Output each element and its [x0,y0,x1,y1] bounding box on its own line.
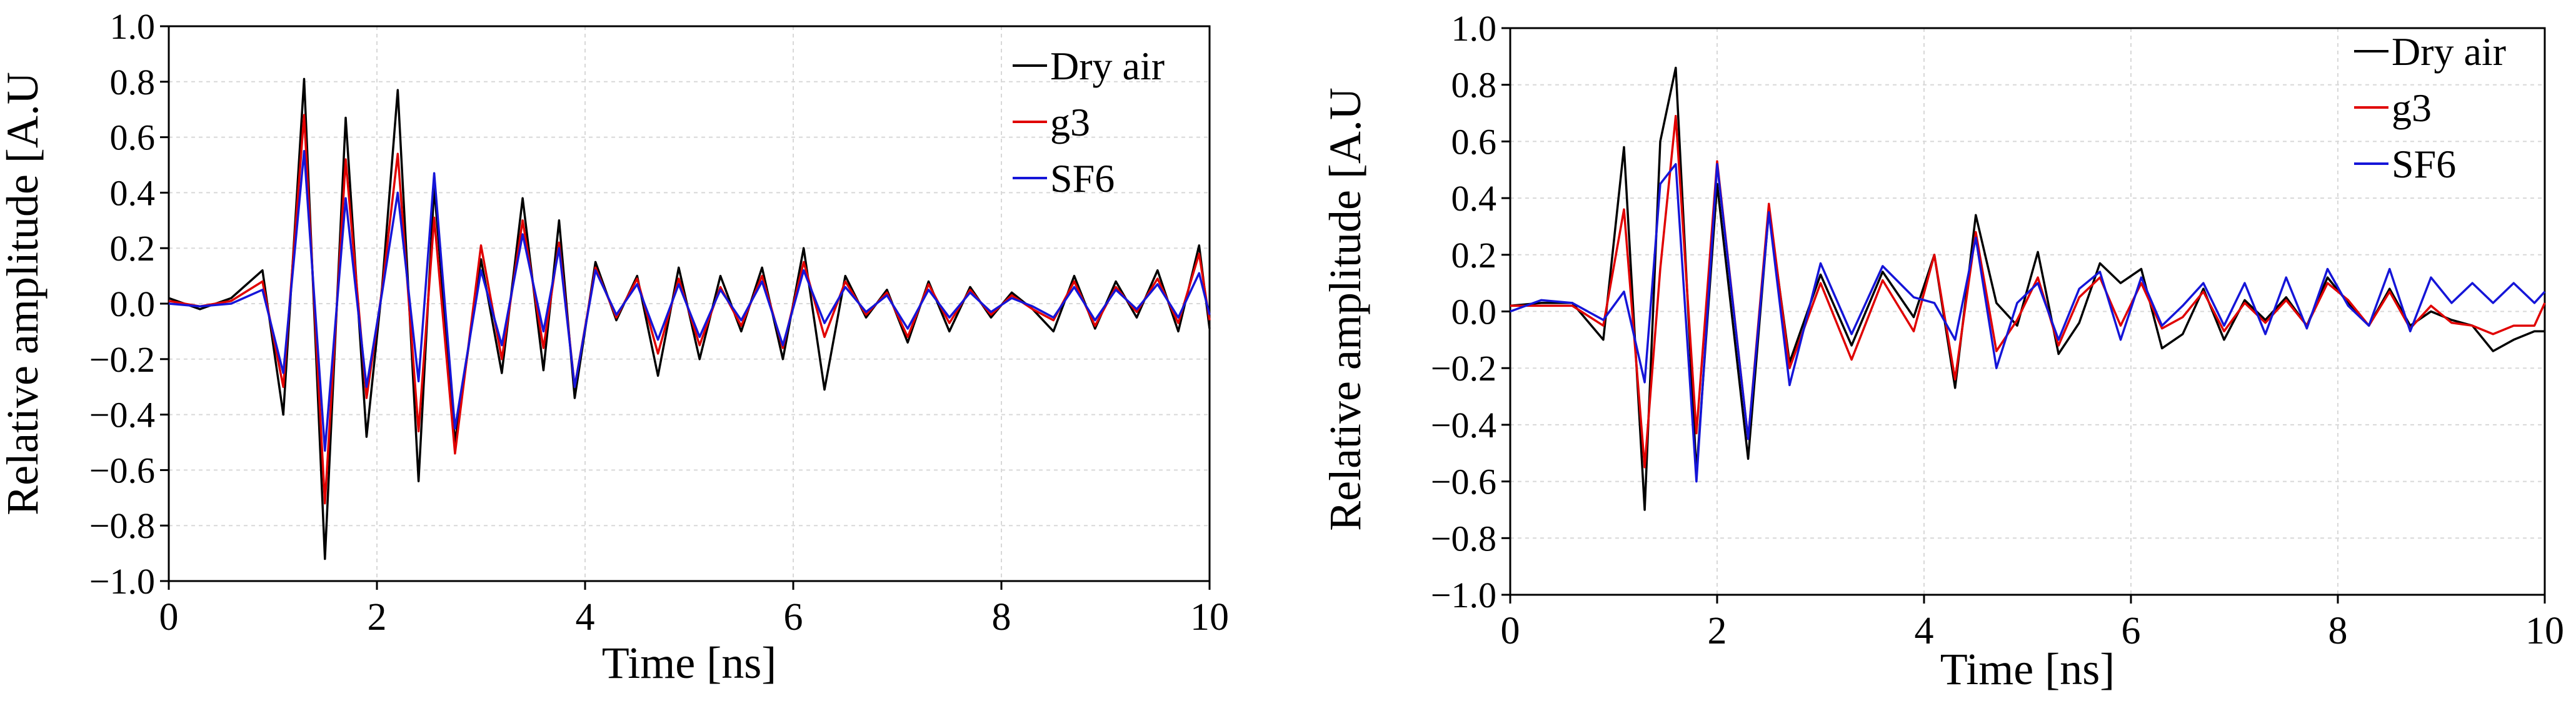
y-tick-label: 0.0 [110,284,156,324]
x-tick-label: 2 [1708,610,1727,652]
y-tick-label: 0.2 [1451,235,1497,276]
series-line-dry-air [168,77,1211,560]
x-tick-label: 4 [576,596,595,639]
x-tick-label: 0 [159,596,179,639]
y-tick-label: 0.8 [1451,65,1497,106]
x-tick-label: 8 [2328,610,2348,652]
y-tick-label: 0.4 [110,172,156,213]
legend-label: SF6 [2392,142,2456,186]
x-tick-label: 6 [2122,610,2141,652]
y-tick-label: 1.0 [1451,8,1497,49]
y-tick-label: −0.6 [89,450,155,490]
x-tick-label: 2 [368,596,387,639]
x-tick-label: 4 [1915,610,1934,652]
legend-label: g3 [2392,86,2432,130]
chart-panel-left: −1.0 −0.8 −0.6 −0.4 −0.2 0.0 0.2 0.4 0.6 0.8 1.0 0 2… [0,6,1229,688]
y-tick-label: −1.0 [89,561,155,602]
chart-panel-right: −1.0 −0.8 −0.6 −0.4 −0.2 0.0 0.2 0.4 0.6 0.8 1.0 0 2… [1288,0,2576,701]
legend: Dry air g3 SF6 [1013,44,1165,201]
y-tick-label: 0.4 [1451,178,1497,219]
y-tick-label: −0.8 [1431,518,1496,559]
y-tick-label: −0.4 [89,395,155,435]
x-axis-label: Time [ns] [1940,644,2115,694]
series-line-dry-air [1510,66,2545,511]
y-tick-label: 0.2 [110,228,156,269]
x-axis-label: Time [ns] [602,638,776,688]
y-tick-label: −0.2 [1431,348,1496,389]
y-tick-label: 1.0 [110,6,156,47]
legend-label: SF6 [1050,156,1115,201]
x-tick-label: 10 [1190,596,1229,639]
series-line-sf6 [1510,162,2546,483]
y-tick-label: −0.4 [1431,405,1496,445]
series-line-g3 [1510,114,2546,469]
legend-label: g3 [1050,100,1090,144]
chart-right-svg: −1.0 −0.8 −0.6 −0.4 −0.2 0.0 0.2 0.4 0.6 0.8 1.0 0 2… [1320,8,2564,694]
legend: Dry air g3 SF6 [2354,29,2506,186]
legend-label: Dry air [2392,29,2506,74]
chart-left-svg: −1.0 −0.8 −0.6 −0.4 −0.2 0.0 0.2 0.4 0.6 0.8 1.0 0 2… [0,6,1229,688]
y-axis-label: Relative amplitude [A.U [0,72,48,515]
y-tick-label: 0.8 [110,62,156,102]
y-tick-label: −0.8 [89,505,155,546]
x-tick-label: 10 [2525,610,2564,652]
x-tick-label: 0 [1501,610,1520,652]
x-tick-label: 8 [992,596,1011,639]
y-tick-label: 0.0 [1451,292,1497,332]
y-tick-label: −0.6 [1431,462,1496,502]
y-tick-label: 0.6 [1451,121,1497,162]
legend-label: Dry air [1050,44,1165,88]
y-tick-label: 0.6 [110,117,156,158]
y-tick-label: −1.0 [1431,575,1496,615]
x-tick-label: 6 [784,596,803,639]
y-tick-label: −0.2 [89,339,155,380]
series-line-sf6 [168,150,1211,452]
y-axis-label: Relative amplitude [A.U [1320,87,1370,531]
